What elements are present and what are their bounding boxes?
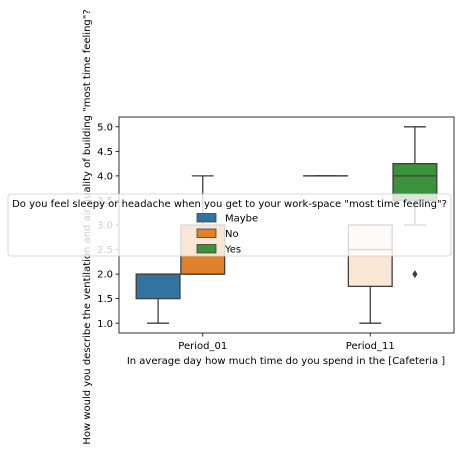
legend-entry-no: No [196, 228, 239, 240]
legend-title: Do you feel sleepy or headache when you … [12, 199, 447, 210]
y-tick-label: 1.5 [97, 294, 113, 305]
box-maybe-period_01 [135, 273, 181, 324]
outlier-point [412, 270, 418, 279]
y-tick-label: 4.5 [97, 147, 113, 158]
legend: Do you feel sleepy or headache when you … [7, 193, 452, 257]
legend-label: No [225, 229, 239, 240]
x-axis-label: In average day how much time do you spen… [127, 356, 445, 367]
legend-frame [7, 193, 452, 257]
legend-entry-yes: Yes [196, 244, 241, 256]
legend-swatch [196, 228, 217, 238]
x-tick-label: Period_01 [178, 341, 227, 352]
legend-label: Maybe [225, 214, 258, 225]
y-tick-label: 4.0 [97, 172, 113, 183]
box-iqr [135, 273, 181, 300]
y-tick-label: 1.0 [97, 319, 113, 330]
legend-swatch [196, 213, 217, 223]
y-tick-label: 5.0 [97, 122, 113, 133]
legend-entry-maybe: Maybe [196, 213, 258, 225]
legend-swatch [196, 244, 217, 254]
y-tick-label: 2.0 [97, 270, 113, 281]
x-tick-label: Period_11 [346, 341, 395, 352]
legend-items: Maybe No Yes [196, 213, 258, 256]
legend-label: Yes [224, 245, 241, 256]
